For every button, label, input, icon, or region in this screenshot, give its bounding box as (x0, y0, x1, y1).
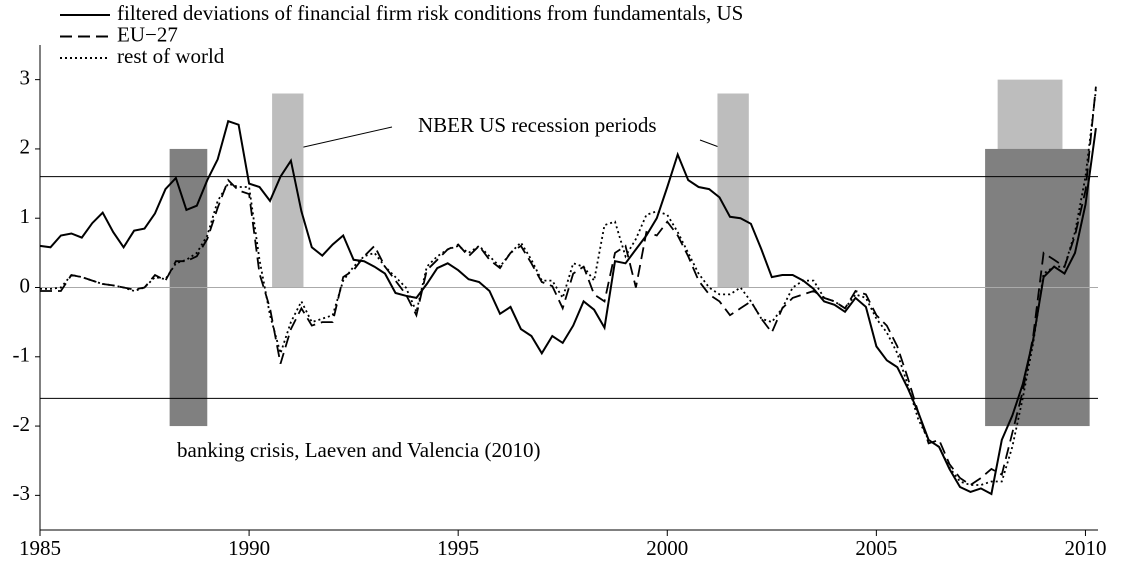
y-tick-label: -3 (13, 481, 31, 505)
y-tick-label: 2 (20, 135, 31, 159)
annotation-pointer (294, 126, 393, 150)
x-tick-label: 2010 (1064, 536, 1106, 560)
legend-label: rest of world (117, 44, 225, 68)
y-tick-label: 1 (20, 204, 31, 228)
legend-label: EU−27 (117, 22, 178, 46)
legend-label: filtered deviations of financial firm ri… (117, 1, 743, 25)
annotation: banking crisis, Laeven and Valencia (201… (177, 438, 541, 462)
x-tick-label: 1985 (19, 536, 61, 560)
y-tick-label: 0 (20, 273, 31, 297)
y-tick-label: -2 (13, 412, 31, 436)
y-tick-label: 3 (20, 65, 31, 89)
series-line (40, 89, 1097, 486)
nber-recession (272, 93, 304, 288)
series-line (39, 119, 1097, 496)
x-tick-label: 2005 (855, 536, 897, 560)
nber-recession (717, 93, 749, 288)
series-line (40, 86, 1097, 487)
y-tick-label: -1 (13, 343, 31, 367)
annotation: NBER US recession periods (418, 113, 657, 137)
x-tick-label: 2000 (646, 536, 688, 560)
x-tick-label: 1995 (437, 536, 479, 560)
x-tick-label: 1990 (228, 536, 270, 560)
